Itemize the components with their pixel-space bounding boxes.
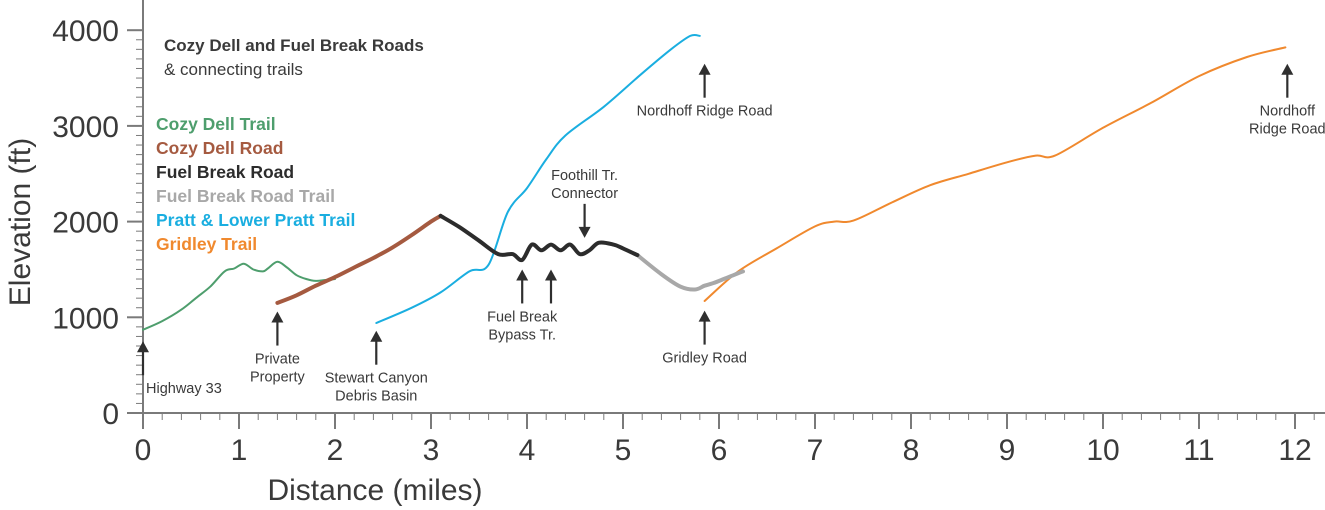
legend-item: Cozy Dell Trail (156, 114, 276, 134)
annotation (545, 269, 557, 304)
x-tick-label: 5 (615, 434, 632, 467)
series-line-pratt-lower-pratt-trail (375, 33, 701, 324)
legend-item: Fuel Break Road Trail (156, 186, 335, 206)
x-tick-label: 4 (519, 434, 536, 467)
series-line-gridley-trail (703, 46, 1287, 302)
x-tick-label: 12 (1278, 434, 1311, 467)
x-tick-label: 0 (135, 434, 152, 467)
x-tick-label: 1 (231, 434, 248, 467)
x-tick-label: 11 (1183, 434, 1214, 467)
x-tick-label: 8 (903, 434, 920, 467)
arrow-up-icon (1281, 63, 1294, 75)
arrow-up-icon (516, 269, 529, 281)
arrow-up-icon (137, 341, 149, 353)
annotation: Fuel Break Bypass Tr. (487, 269, 558, 343)
arrow-up-icon (370, 330, 383, 342)
y-tick-label: 1000 (52, 302, 119, 335)
annotation-label: Gridley Road (662, 351, 747, 367)
x-tick-label: 10 (1086, 434, 1119, 467)
legend: Cozy Dell Trail Cozy Dell Road Fuel Break … (156, 112, 355, 256)
series-line-fuel-break-road-trail (635, 253, 745, 292)
y-axis-label: Elevation (ft) (4, 138, 37, 306)
annotation: Nordhoff Ridge Road (1249, 63, 1325, 138)
annotation-label: Foothill Tr. (551, 168, 618, 184)
legend-item: Gridley Trail (156, 234, 258, 254)
legend-item: Fuel Break Road (156, 162, 295, 182)
x-tick-label: 6 (711, 434, 728, 467)
annotation-label: Bypass Tr. (488, 327, 556, 343)
series-line-cozy-dell-road (275, 213, 443, 305)
x-tick-label: 9 (999, 434, 1016, 467)
chart-subtitle: & connecting trails (164, 60, 303, 79)
annotation: Stewart Canyon Debris Basin (325, 330, 428, 405)
series-layer (142, 33, 1287, 331)
arrow-down-icon (578, 226, 591, 238)
y-tick-label: 2000 (52, 207, 119, 240)
x-axis-label: Distance (miles) (267, 474, 482, 507)
x-tick-label: 3 (423, 434, 440, 467)
y-tick-label: 4000 (52, 15, 119, 48)
y-tick-label: 3000 (52, 111, 119, 144)
annotation-label: Highway 33 (146, 381, 222, 397)
annotation: Private Property (250, 311, 306, 386)
chart-title: Cozy Dell and Fuel Break Roads (164, 36, 424, 55)
annotation: Foothill Tr. Connector (551, 168, 618, 238)
arrow-up-icon (271, 311, 284, 323)
annotation-label: Connector (551, 186, 618, 202)
annotation-label: Property (250, 370, 306, 386)
legend-item: Pratt & Lower Pratt Trail (156, 210, 356, 230)
annotation-label: Stewart Canyon (325, 371, 428, 387)
arrow-up-icon (698, 63, 711, 75)
legend-item: Cozy Dell Road (156, 138, 284, 158)
series-line-fuel-break-road (438, 213, 640, 263)
series-line-cozy-dell-trail (142, 260, 336, 331)
y-tick-label: 0 (102, 398, 119, 431)
annotation-label: Fuel Break (487, 309, 558, 325)
annotation-layer: Highway 33 Private Property Stewart Canyon D… (137, 63, 1325, 405)
annotation: Highway 33 (137, 341, 222, 397)
annotation: Gridley Road (662, 310, 747, 367)
annotation-label: Nordhoff (1260, 104, 1316, 120)
x-tick-label: 2 (327, 434, 344, 467)
annotation-label: Private (255, 352, 300, 368)
arrow-up-icon (698, 310, 711, 322)
annotation-label: Nordhoff Ridge Road (637, 104, 773, 120)
annotation: Nordhoff Ridge Road (637, 63, 773, 120)
arrow-up-icon (545, 269, 557, 281)
x-tick-label: 7 (807, 434, 824, 467)
annotation-label: Ridge Road (1249, 122, 1325, 138)
annotation-label: Debris Basin (335, 389, 417, 405)
